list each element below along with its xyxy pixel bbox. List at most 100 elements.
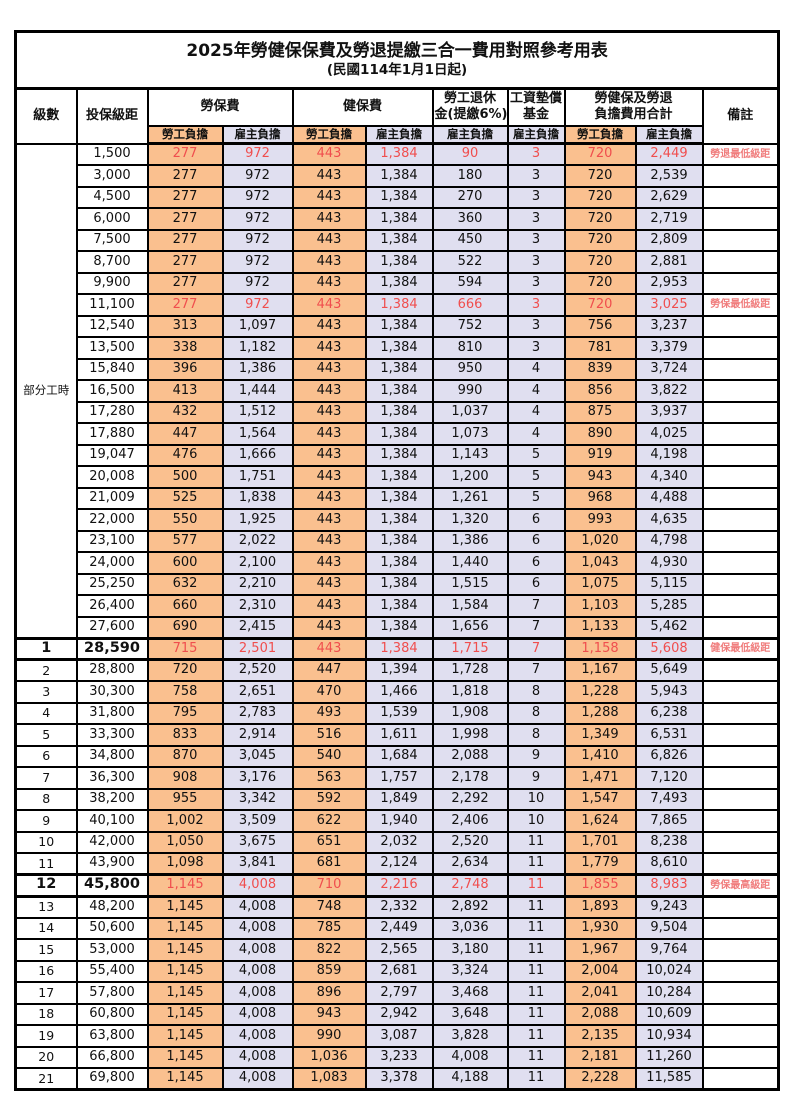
value-cell: 972	[221, 185, 294, 209]
value-cell: 443	[291, 572, 367, 596]
value-cell: 3,822	[634, 379, 704, 403]
subheader-total-employer: 雇主負擔	[634, 124, 704, 145]
value-cell: 1,908	[431, 701, 509, 725]
level-cell: 17	[14, 981, 78, 1005]
value-cell: 2,501	[221, 636, 294, 661]
bracket-cell: 21,009	[75, 486, 149, 510]
remark-cell	[701, 400, 780, 424]
level-cell: 2	[14, 658, 78, 682]
value-cell: 990	[291, 1024, 367, 1048]
value-cell: 3	[506, 207, 566, 231]
value-cell: 450	[431, 228, 509, 252]
bracket-cell: 3,000	[75, 164, 149, 188]
page-title: 2025年勞健保保費及勞退提繳三合一費用對照參考用表	[186, 40, 608, 61]
value-cell: 4,635	[634, 508, 704, 532]
bracket-cell: 60,800	[75, 1002, 149, 1026]
value-cell: 1,384	[364, 529, 434, 553]
value-cell: 2,406	[431, 809, 509, 833]
table-row: 4,500 277 972 443 1,384 270 3 720 2,629	[16, 185, 780, 209]
value-cell: 4,008	[221, 1024, 294, 1048]
value-cell: 972	[221, 271, 294, 295]
table-row: 22,000 550 1,925 443 1,384 1,320 6 993 4,635	[16, 508, 780, 532]
value-cell: 1,384	[364, 636, 434, 661]
remark-cell	[701, 422, 780, 446]
value-cell: 1,728	[431, 658, 509, 682]
value-cell: 90	[431, 142, 509, 166]
bracket-cell: 7,500	[75, 228, 149, 252]
value-cell: 6,238	[634, 701, 704, 725]
col-header-pension: 勞工退休 金(提繳6%)	[431, 87, 509, 127]
level-cell: 15	[14, 938, 78, 962]
value-cell: 443	[291, 357, 367, 381]
value-cell: 270	[431, 185, 509, 209]
bracket-cell: 11,100	[75, 293, 149, 317]
table-title-block: 2025年勞健保保費及勞退提繳三合一費用對照參考用表 (民國114年1月1日起)	[14, 30, 780, 90]
table-row: 9 40,100 1,002 3,509 622 1,940 2,406 10 1,624 7,8…	[14, 809, 780, 833]
value-cell: 470	[291, 680, 367, 704]
value-cell: 1,855	[563, 873, 637, 898]
remark-cell	[701, 916, 780, 940]
value-cell: 1,384	[364, 422, 434, 446]
value-cell: 2,634	[431, 852, 509, 876]
col-header-total: 勞健保及勞退 負擔費用合計	[563, 87, 704, 127]
value-cell: 2,539	[634, 164, 704, 188]
value-cell: 2,181	[563, 1045, 637, 1069]
value-cell: 1,818	[431, 680, 509, 704]
value-cell: 955	[146, 787, 224, 811]
value-cell: 756	[563, 314, 637, 338]
value-cell: 4,008	[221, 981, 294, 1005]
value-cell: 3,237	[634, 314, 704, 338]
value-cell: 785	[291, 916, 367, 940]
value-cell: 2,449	[634, 142, 704, 166]
total-label-line2: 負擔費用合計	[594, 107, 673, 123]
table-row: 12,540 313 1,097 443 1,384 752 3 756 3,237	[16, 314, 780, 338]
bracket-cell: 26,400	[75, 594, 149, 618]
bracket-cell: 1,500	[75, 142, 149, 166]
value-cell: 443	[291, 508, 367, 532]
value-cell: 3,509	[221, 809, 294, 833]
remark-cell	[701, 508, 780, 532]
value-cell: 2,178	[431, 766, 509, 790]
value-cell: 3,724	[634, 357, 704, 381]
remark-cell	[701, 465, 780, 489]
table-row: 27,600 690 2,415 443 1,384 1,656 7 1,133 5,462	[16, 615, 780, 639]
col-header-remark: 備註	[701, 87, 780, 145]
value-cell: 3,176	[221, 766, 294, 790]
table-row: 6,000 277 972 443 1,384 360 3 720 2,719	[16, 207, 780, 231]
value-cell: 10,284	[634, 981, 704, 1005]
level-cell: 14	[14, 916, 78, 940]
table-row: 23,100 577 2,022 443 1,384 1,386 6 1,020 4,798	[16, 529, 780, 553]
bracket-cell: 43,900	[75, 852, 149, 876]
remark-cell	[701, 1002, 780, 1026]
level-cell: 1	[14, 636, 78, 661]
value-cell: 1,539	[364, 701, 434, 725]
bracket-cell: 57,800	[75, 981, 149, 1005]
table-row: 6 34,800 870 3,045 540 1,684 2,088 9 1,410 6,826	[14, 744, 780, 768]
value-cell: 516	[291, 723, 367, 747]
value-cell: 666	[431, 293, 509, 317]
table-row: 20 66,800 1,145 4,008 1,036 3,233 4,008 11 2,181…	[14, 1045, 780, 1069]
remark-cell	[701, 164, 780, 188]
remark-cell: 勞保最高級距	[701, 873, 780, 898]
subheader-labor-employee: 勞工負擔	[146, 124, 224, 145]
value-cell: 3,841	[221, 852, 294, 876]
value-cell: 2,809	[634, 228, 704, 252]
subheader-labor-employer: 雇主負擔	[221, 124, 294, 145]
value-cell: 2,629	[634, 185, 704, 209]
remark-cell	[701, 572, 780, 596]
remark-cell	[701, 615, 780, 639]
value-cell: 720	[563, 164, 637, 188]
bracket-cell: 24,000	[75, 551, 149, 575]
value-cell: 8	[506, 723, 566, 747]
bracket-cell: 28,590	[75, 636, 149, 661]
remark-cell	[701, 486, 780, 510]
value-cell: 822	[291, 938, 367, 962]
value-cell: 522	[431, 250, 509, 274]
level-cell: 5	[14, 723, 78, 747]
value-cell: 1,288	[563, 701, 637, 725]
bracket-cell: 53,000	[75, 938, 149, 962]
table-row: 20,008 500 1,751 443 1,384 1,200 5 943 4,340	[16, 465, 780, 489]
value-cell: 1,083	[291, 1067, 367, 1091]
value-cell: 660	[146, 594, 224, 618]
value-cell: 1,893	[563, 895, 637, 919]
